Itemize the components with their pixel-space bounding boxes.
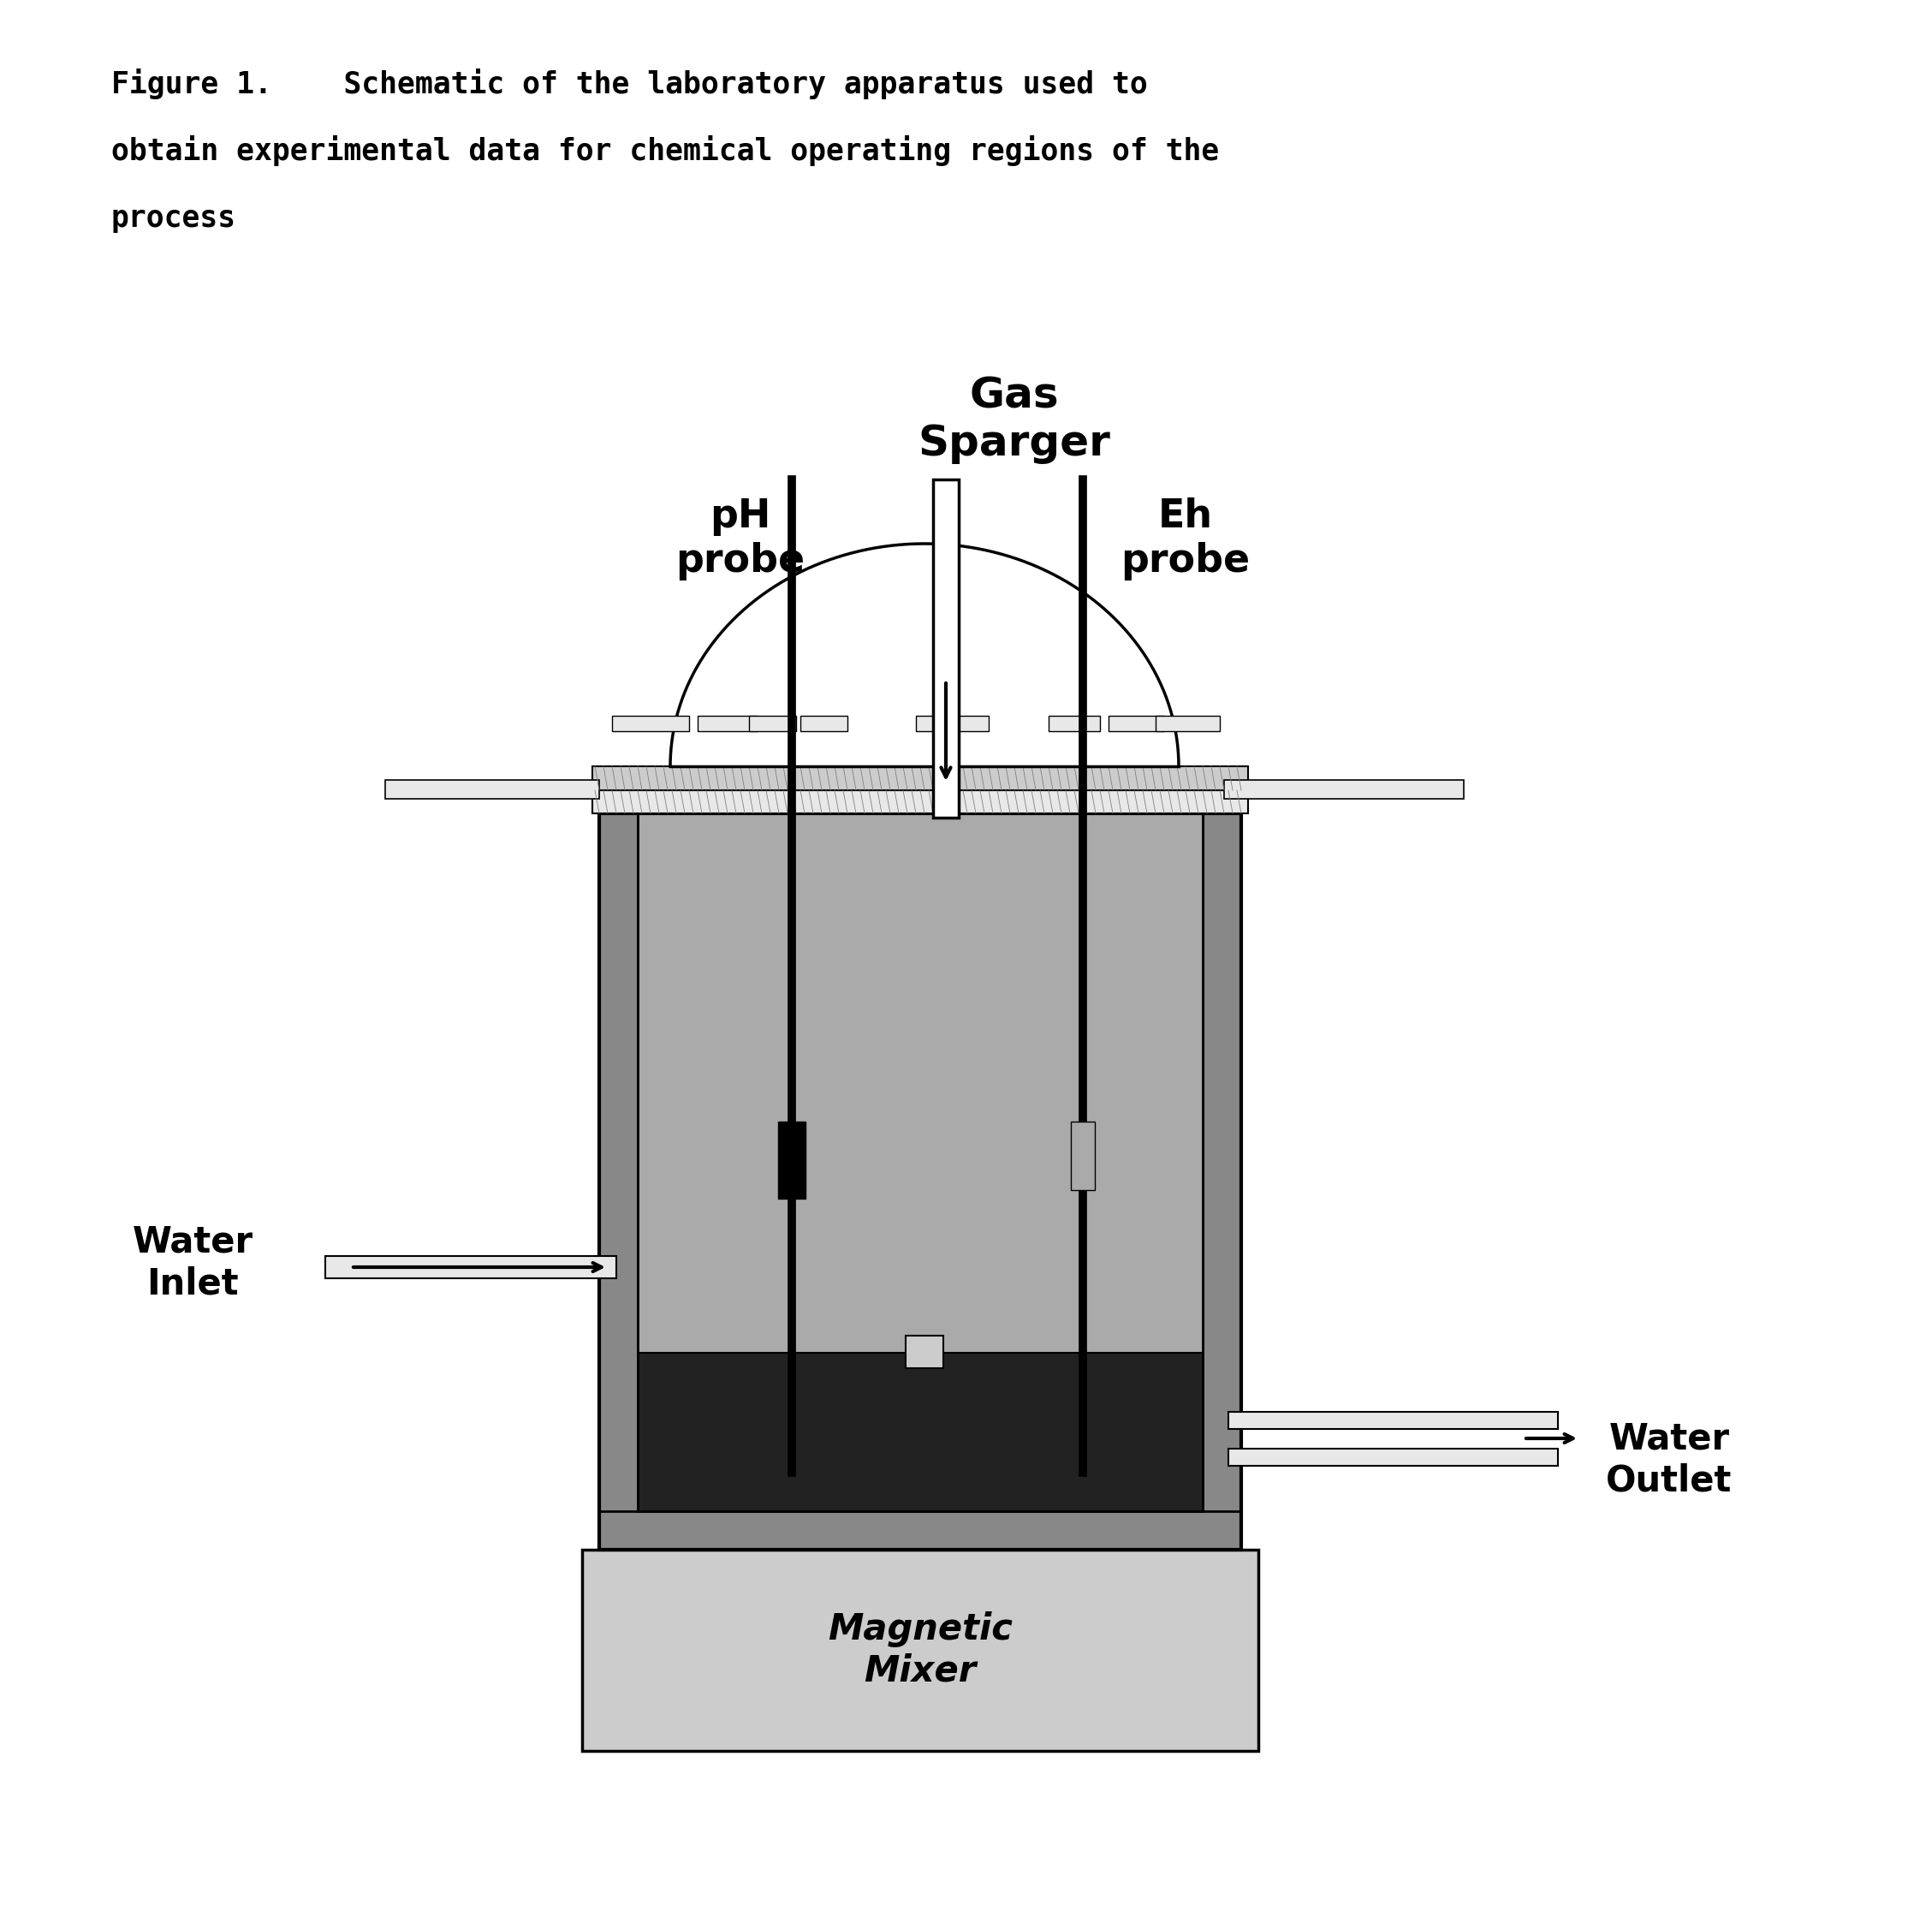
Text: process: process [112, 203, 236, 232]
Bar [638, 813, 1204, 1353]
Bar [593, 767, 1248, 790]
Bar [916, 715, 954, 730]
Bar [800, 715, 848, 730]
Bar [951, 715, 989, 730]
Text: Gas
Sparger: Gas Sparger [918, 376, 1111, 464]
Bar [697, 715, 757, 730]
Bar [599, 813, 638, 1549]
Bar [1225, 780, 1464, 799]
Bar [1204, 813, 1240, 1549]
Bar [599, 1511, 1240, 1549]
Bar [325, 1256, 616, 1279]
Bar [1155, 715, 1219, 730]
Text: Magnetic
Mixer: Magnetic Mixer [827, 1612, 1012, 1689]
Bar [779, 1121, 806, 1198]
Bar [1109, 715, 1165, 730]
Bar [612, 715, 690, 730]
Bar [582, 1549, 1258, 1750]
Bar [1229, 1449, 1557, 1467]
Bar [906, 1336, 943, 1369]
Bar [933, 479, 958, 819]
Text: Water
Inlet: Water Inlet [131, 1225, 253, 1302]
Bar [593, 790, 1248, 813]
Bar [638, 1353, 1204, 1511]
Bar [1070, 1121, 1095, 1190]
Text: obtain experimental data for chemical operating regions of the: obtain experimental data for chemical op… [112, 136, 1219, 167]
Bar [599, 813, 1240, 1549]
Text: Figure 1.    Schematic of the laboratory apparatus used to: Figure 1. Schematic of the laboratory ap… [112, 69, 1148, 100]
Text: pH
probe: pH probe [676, 498, 806, 581]
Bar [1229, 1411, 1557, 1428]
Polygon shape [670, 544, 1179, 767]
Bar [384, 780, 599, 799]
Text: Eh
probe: Eh probe [1121, 498, 1250, 581]
Bar [750, 715, 796, 730]
Text: Water
Outlet: Water Outlet [1605, 1420, 1733, 1499]
Bar [1049, 715, 1099, 730]
